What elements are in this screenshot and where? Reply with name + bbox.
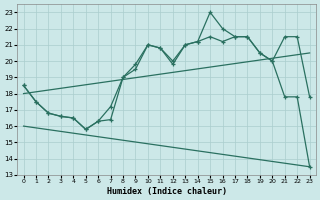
X-axis label: Humidex (Indice chaleur): Humidex (Indice chaleur) — [107, 187, 227, 196]
